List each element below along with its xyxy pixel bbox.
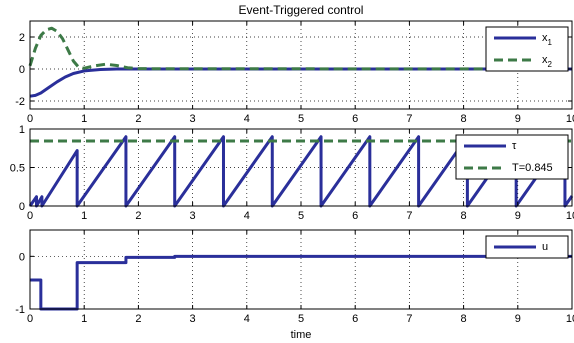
figure-title: Event-Triggered control — [239, 3, 364, 17]
x-tick-label: 4 — [244, 113, 250, 125]
x-tick-label: 7 — [406, 210, 412, 222]
x-tick-label: 7 — [406, 313, 412, 325]
x-tick-label: 6 — [352, 210, 358, 222]
x-tick-label: 1 — [81, 210, 87, 222]
legend-label: x2 — [542, 54, 553, 69]
legend-box — [485, 26, 569, 72]
y-tick-label: 1 — [19, 124, 25, 136]
x-tick-label: 1 — [81, 313, 87, 325]
legend: τ T=0.845 — [455, 134, 569, 180]
x-tick-label: 2 — [135, 210, 141, 222]
x-tick-label: 2 — [135, 313, 141, 325]
x-tick-label: 10 — [566, 113, 574, 125]
y-tick-label: 0 — [19, 64, 25, 76]
y-tick-label: 0 — [19, 251, 25, 263]
x-tick-label: 1 — [81, 113, 87, 125]
x-tick-label: 7 — [406, 113, 412, 125]
x-tick-label: 2 — [135, 113, 141, 125]
x-tick-label: 3 — [190, 113, 196, 125]
legend-label: x1 — [542, 32, 553, 47]
x-tick-label: 9 — [515, 210, 521, 222]
x-tick-label: 10 — [566, 313, 574, 325]
y-tick-label: 0.5 — [10, 163, 25, 175]
x-tick-label: 6 — [352, 113, 358, 125]
x-tick-label: 8 — [461, 113, 467, 125]
x-tick-label: 8 — [461, 313, 467, 325]
x-axis-label: time — [291, 329, 312, 341]
x-tick-label: 6 — [352, 313, 358, 325]
series-line-3-1 — [30, 254, 572, 311]
series-line-1-2 — [28, 26, 573, 71]
legend-label: T=0.845 — [512, 162, 553, 174]
panels: 012345678910-202x1x201234567891000.51τT=… — [10, 20, 574, 325]
x-tick-label: 4 — [244, 210, 250, 222]
x-tick-label: 4 — [244, 313, 250, 325]
x-tick-label: 0 — [27, 210, 33, 222]
x-tick-label: 3 — [190, 313, 196, 325]
x-tick-label: 8 — [461, 210, 467, 222]
y-tick-label: 0 — [19, 201, 25, 213]
legend-box — [455, 134, 569, 180]
x-tick-label: 0 — [27, 113, 33, 125]
x-tick-label: 0 — [27, 313, 33, 325]
x-tick-label: 9 — [515, 113, 521, 125]
legend-label: u — [542, 241, 548, 253]
x-tick-label: 10 — [566, 210, 574, 222]
y-tick-label: 2 — [19, 32, 25, 44]
x-tick-label: 9 — [515, 313, 521, 325]
legend: u — [485, 235, 569, 259]
y-tick-label: -2 — [15, 96, 25, 108]
legend-label: τ — [512, 140, 517, 152]
x-tick-label: 3 — [190, 210, 196, 222]
x-tick-label: 5 — [298, 210, 304, 222]
x-tick-label: 5 — [298, 313, 304, 325]
panel-2: 0 1 2 3 4 5 6 7 8 9 10 0 0.5 1 τ T=0.845 — [10, 124, 574, 222]
x-tick-label: 5 — [298, 113, 304, 125]
y-tick-label: -1 — [15, 304, 25, 316]
